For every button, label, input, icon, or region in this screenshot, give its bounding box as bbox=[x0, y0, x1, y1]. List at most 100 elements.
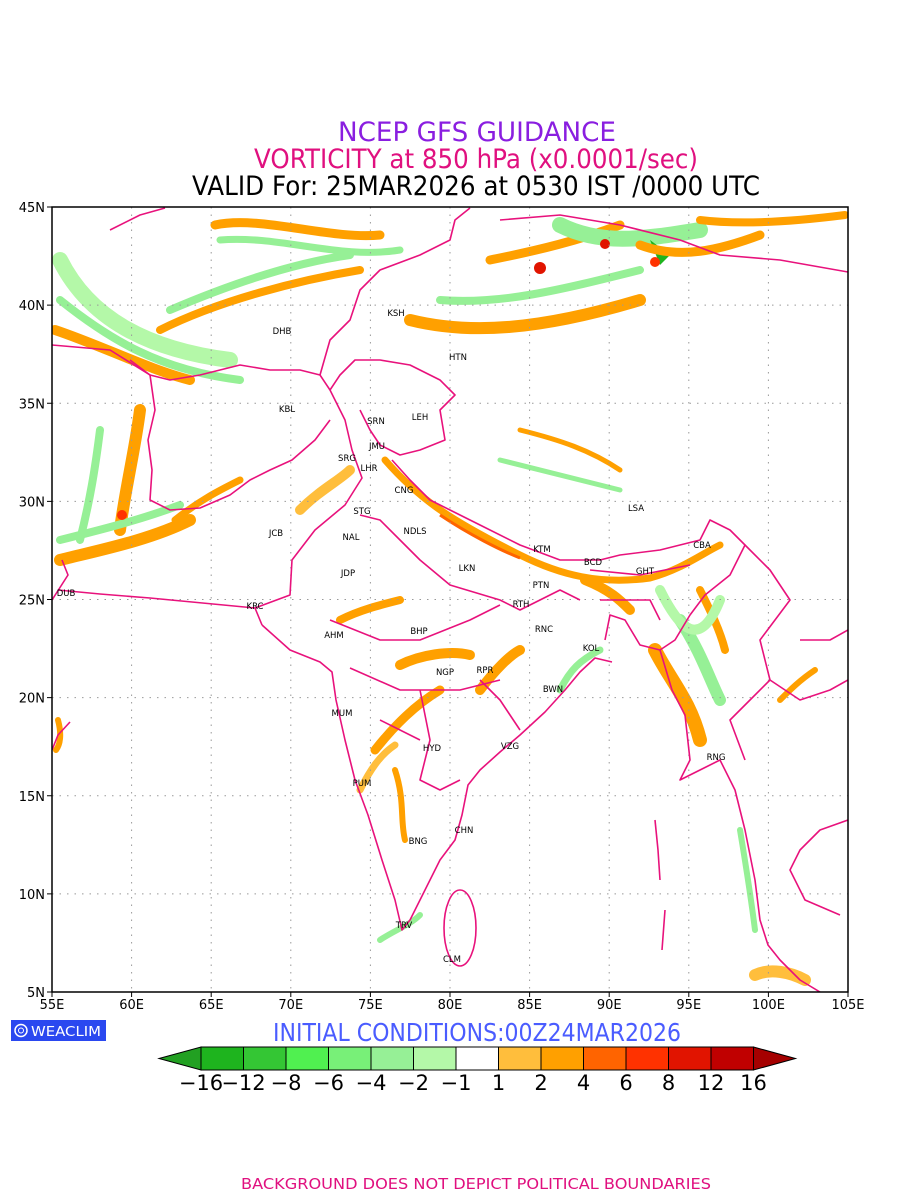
city-label: KBL bbox=[279, 405, 295, 415]
city-label: LHR bbox=[360, 464, 377, 474]
legend-swatch bbox=[498, 1046, 542, 1071]
legend-swatch bbox=[583, 1046, 627, 1071]
city-label: JCB bbox=[268, 529, 283, 539]
legend-label: −6 bbox=[313, 1071, 344, 1095]
city-label: RNC bbox=[535, 625, 553, 635]
legend-label: 12 bbox=[698, 1071, 725, 1095]
city-label: TRV bbox=[395, 921, 413, 931]
city-label: BCD bbox=[584, 558, 603, 568]
initial-conditions: INITIAL CONDITIONS:00Z24MAR2026 bbox=[273, 1018, 681, 1047]
city-label: LSA bbox=[628, 504, 644, 514]
lat-tick-label: 20N bbox=[19, 692, 45, 707]
city-label: CHN bbox=[455, 826, 474, 836]
lon-tick-label: 80E bbox=[438, 998, 463, 1013]
city-label: RNG bbox=[707, 753, 726, 763]
lat-tick-label: 40N bbox=[19, 299, 45, 314]
lon-tick-label: 90E bbox=[597, 998, 622, 1013]
lon-tick-label: 100E bbox=[752, 998, 785, 1013]
legend-label: −4 bbox=[356, 1071, 387, 1095]
legend-swatch bbox=[710, 1046, 754, 1071]
legend-label: 8 bbox=[662, 1071, 675, 1095]
legend-label: 6 bbox=[619, 1071, 632, 1095]
city-label: BWN bbox=[543, 685, 563, 695]
city-label: PTN bbox=[533, 581, 550, 591]
lat-tick-label: 15N bbox=[19, 790, 45, 805]
city-label: DUB bbox=[57, 589, 76, 599]
city-label: VZG bbox=[501, 742, 519, 752]
city-label: KTM bbox=[533, 545, 550, 555]
legend-label: −8 bbox=[271, 1071, 302, 1095]
city-label: SRN bbox=[367, 417, 385, 427]
legend-label: 1 bbox=[492, 1071, 505, 1095]
legend-swatch bbox=[668, 1046, 712, 1071]
lon-tick-label: 85E bbox=[517, 998, 542, 1013]
city-label: AHM bbox=[324, 631, 344, 641]
legend-swatch bbox=[328, 1046, 372, 1071]
city-label: KRC bbox=[247, 602, 264, 612]
city-label: CNG bbox=[395, 486, 414, 496]
legend-label: −16 bbox=[179, 1071, 223, 1095]
lat-tick-label: 5N bbox=[27, 986, 45, 1001]
lat-lon-gridlines bbox=[52, 207, 848, 992]
city-label: BNG bbox=[409, 837, 428, 847]
city-labels: DHB KSH HTN KBL SRN LEH JMU SRG LHR CNG STG NAL NDLS… bbox=[57, 309, 726, 965]
legend-label: 16 bbox=[740, 1071, 767, 1095]
lon-tick-label: 75E bbox=[358, 998, 383, 1013]
city-label: NAL bbox=[343, 533, 360, 543]
city-label: LEH bbox=[412, 413, 429, 423]
legend-swatch bbox=[625, 1046, 669, 1071]
city-label: RTH bbox=[513, 600, 530, 610]
legend-label: −2 bbox=[398, 1071, 429, 1095]
legend-swatch bbox=[540, 1046, 584, 1071]
lat-tick-label: 35N bbox=[19, 397, 45, 412]
city-label: PUM bbox=[353, 779, 372, 789]
lon-tick-label: 70E bbox=[278, 998, 303, 1013]
axis-ticks: 55E 60E 65E 70E 75E 80E 85E 90E 95E 100E 105E 45N 40… bbox=[19, 201, 865, 1013]
lat-tick-label: 30N bbox=[19, 495, 45, 510]
lat-tick-label: 25N bbox=[19, 594, 45, 609]
city-label: LKN bbox=[459, 564, 476, 574]
map-area: DHB KSH HTN KBL SRN LEH JMU SRG LHR CNG STG NAL NDLS… bbox=[52, 207, 848, 992]
weaclim-logo-icon bbox=[14, 1023, 28, 1038]
legend-label: 2 bbox=[534, 1071, 547, 1095]
city-label: HYD bbox=[423, 744, 442, 754]
vorticity-shading bbox=[52, 211, 848, 986]
disclaimer: BACKGROUND DOES NOT DEPICT POLITICAL BOU… bbox=[241, 1175, 711, 1193]
weaclim-badge: WEACLIM bbox=[11, 1020, 106, 1041]
title-line-3: VALID For: 25MAR2026 at 0530 IST /0000 U… bbox=[192, 171, 760, 202]
city-label: CBA bbox=[693, 541, 711, 551]
legend-low-arrow bbox=[157, 1046, 202, 1071]
legend-swatch bbox=[243, 1046, 287, 1071]
city-label: BHP bbox=[410, 627, 427, 637]
legend-swatch bbox=[370, 1046, 414, 1071]
badge-label: WEACLIM bbox=[31, 1025, 101, 1040]
city-label: RPR bbox=[477, 666, 494, 676]
legend-label: −1 bbox=[441, 1071, 472, 1095]
lon-tick-label: 60E bbox=[119, 998, 144, 1013]
legend-high-arrow bbox=[753, 1046, 798, 1071]
lon-tick-label: 65E bbox=[199, 998, 224, 1013]
lat-tick-label: 45N bbox=[19, 201, 45, 216]
city-label: SRG bbox=[338, 454, 356, 464]
city-label: CLM bbox=[443, 955, 461, 965]
legend-swatch bbox=[285, 1046, 329, 1071]
city-label: DHB bbox=[273, 327, 292, 337]
title-line-1: NCEP GFS GUIDANCE bbox=[338, 117, 616, 148]
city-label: MUM bbox=[332, 709, 353, 719]
legend-label: −12 bbox=[221, 1071, 265, 1095]
legend-swatch bbox=[200, 1046, 244, 1071]
city-label: STG bbox=[353, 507, 370, 517]
lon-tick-label: 105E bbox=[831, 998, 864, 1013]
boundary-lines bbox=[52, 207, 848, 992]
legend-swatch bbox=[413, 1046, 457, 1071]
city-label: KOL bbox=[583, 644, 600, 654]
legend-swatch bbox=[455, 1046, 499, 1071]
title-line-2: VORTICITY at 850 hPa (x0.0001/sec) bbox=[254, 144, 698, 175]
lat-tick-label: 10N bbox=[19, 888, 45, 903]
city-label: HTN bbox=[449, 353, 467, 363]
city-label: JMU bbox=[368, 442, 385, 452]
city-label: NDLS bbox=[403, 527, 426, 537]
city-label: NGP bbox=[436, 668, 454, 678]
color-legend: −16−12 −8 −6 −4 −2 −1 1 2 4 6 8 12 16 bbox=[157, 1046, 798, 1095]
